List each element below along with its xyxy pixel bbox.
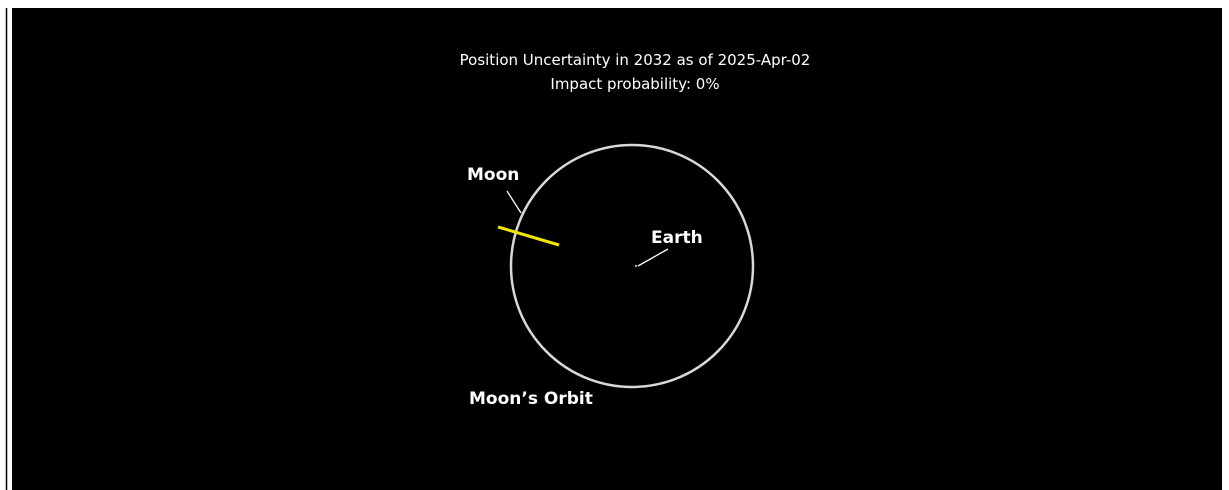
earth-pointer — [637, 248, 669, 267]
title: Position Uncertainty in 2032 as of 2025-… — [460, 51, 811, 69]
earth-label: Earth — [651, 228, 703, 248]
frame — [12, 8, 1222, 490]
moon-label: Moon — [467, 165, 519, 185]
earth-dot — [634, 264, 638, 268]
uncertainty-region — [497, 225, 560, 247]
orbit-label: Moon’s Orbit — [469, 389, 593, 409]
subtitle: Impact probability: 0% — [550, 75, 719, 93]
moon-orbit — [509, 143, 755, 389]
moon-pointer — [506, 190, 522, 214]
